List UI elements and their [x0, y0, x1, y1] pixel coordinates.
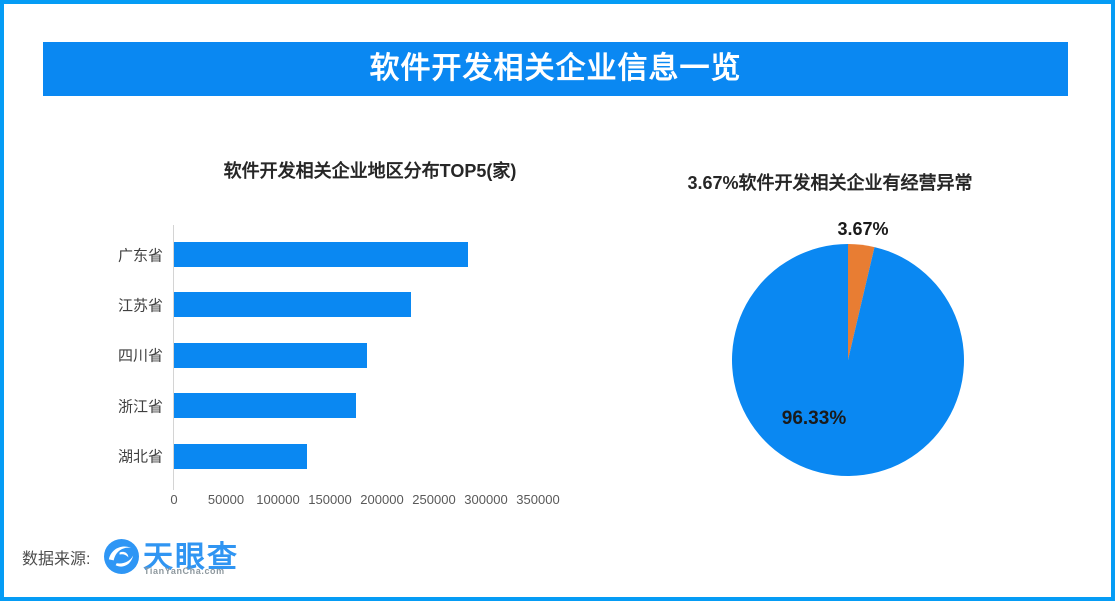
pie-slice-3.67% — [848, 244, 875, 360]
bar-四川省 — [174, 342, 368, 368]
bar-chart-title: 软件开发相关企业地区分布TOP5(家) — [223, 161, 517, 181]
tianyancha-logo-domain: TianYanCha.com — [144, 566, 225, 576]
bar-category-label: 江苏省 — [117, 297, 163, 315]
bar-湖北省 — [174, 443, 308, 469]
pie-slice-label-normal: 96.33% — [781, 408, 847, 429]
bar-category-label: 四川省 — [117, 347, 163, 365]
bar-浙江省 — [174, 393, 356, 419]
x-axis-tick-label: 350000 — [516, 492, 560, 507]
bar-category-label: 湖北省 — [117, 448, 163, 466]
x-axis-tick-label: 200000 — [360, 492, 404, 507]
pie-chart — [731, 244, 964, 476]
tianyancha-logo-icon — [104, 539, 139, 574]
page-title-banner: 软件开发相关企业信息一览 — [43, 42, 1068, 96]
data-source-label: 数据来源: — [22, 551, 91, 568]
x-axis-tick-label: 250000 — [412, 492, 456, 507]
bar-广东省 — [174, 242, 469, 267]
pie-svg — [731, 244, 964, 476]
bar-江苏省 — [174, 292, 412, 318]
x-axis-tick-label: 50000 — [207, 492, 245, 507]
page-title: 软件开发相关企业信息一览 — [369, 52, 742, 85]
pie-slice-label-abnormal: 3.67% — [837, 219, 889, 239]
pie-chart-title: 3.67%软件开发相关企业有经营异常 — [687, 173, 973, 193]
tianyancha-logo-text: 天眼查 — [143, 541, 239, 574]
x-axis-tick-label: 300000 — [464, 492, 508, 507]
x-axis-tick-label: 0 — [170, 492, 178, 507]
x-axis-tick-label: 150000 — [308, 492, 352, 507]
x-axis-tick-label: 100000 — [256, 492, 300, 507]
pie-slice-96.33% — [731, 244, 964, 476]
bar-category-label: 广东省 — [117, 247, 163, 264]
y-axis-line — [173, 225, 174, 490]
bar-category-label: 浙江省 — [117, 398, 163, 416]
